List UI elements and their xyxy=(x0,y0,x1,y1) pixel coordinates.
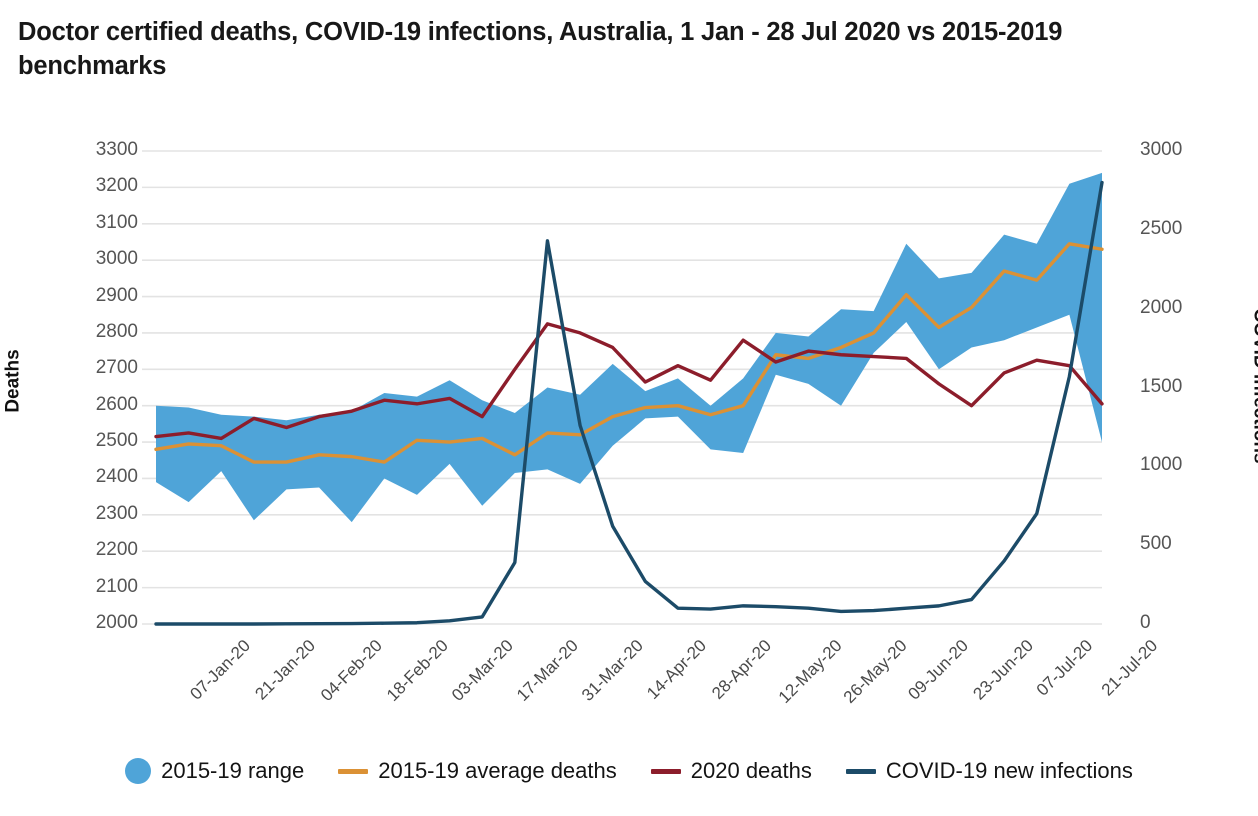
series-line xyxy=(154,322,1104,441)
y-axis-right-title: COVID infections xyxy=(1249,308,1258,464)
legend-item[interactable]: 2020 deaths xyxy=(650,758,812,784)
legend-label: 2015-19 range xyxy=(161,758,305,783)
chart-title: Doctor certified deaths, COVID-19 infect… xyxy=(18,18,1063,80)
legend-line-icon xyxy=(845,768,876,774)
y-axis-left-tick: 2500 xyxy=(95,430,138,452)
legend-line-icon xyxy=(338,768,369,774)
y-axis-left-tick: 2000 xyxy=(95,612,138,633)
y-axis-left-tick: 3100 xyxy=(95,211,138,233)
legend-item[interactable]: 2015-19 range xyxy=(125,758,304,784)
y-axis-left-tick: 2800 xyxy=(95,320,138,342)
legend-label: 2020 deaths xyxy=(690,758,812,783)
y-axis-right-tick: 3000 xyxy=(1140,139,1183,160)
legend-label: 2015-19 average deaths xyxy=(378,758,617,783)
legend-dot-icon xyxy=(125,758,152,784)
series-line xyxy=(154,242,1104,464)
y-axis-right-tick: 0 xyxy=(1140,612,1151,633)
y-axis-right-tick: 2500 xyxy=(1140,217,1183,239)
y-axis-left-tick: 2300 xyxy=(95,502,138,524)
y-axis-left-tick: 3200 xyxy=(95,175,138,197)
chart-legend: 2015-19 range 2015-19 average deaths 2020 … xyxy=(0,758,1258,784)
y-axis-left-tick: 2100 xyxy=(95,575,138,597)
y-axis-left-tick: 2600 xyxy=(95,393,138,415)
legend-line-icon xyxy=(650,768,681,774)
y-axis-left-tick: 3000 xyxy=(95,248,138,270)
legend-label: COVID-19 new infections xyxy=(885,758,1133,783)
y-axis-left-tick: 2200 xyxy=(95,539,138,561)
series-band-range xyxy=(156,172,1102,523)
y-axis-left-tick: 2700 xyxy=(95,357,138,379)
y-axis-right-tick: 1500 xyxy=(1140,375,1183,397)
legend-item[interactable]: COVID-19 new infections xyxy=(845,758,1133,784)
series-line xyxy=(154,180,1104,626)
y-axis-right-tick: 2000 xyxy=(1140,296,1183,318)
y-axis-right-tick: 500 xyxy=(1140,533,1172,555)
series-layer xyxy=(154,172,1104,626)
legend-item[interactable]: 2015-19 average deaths xyxy=(338,758,617,784)
y-axis-right-tick: 1000 xyxy=(1140,454,1183,476)
y-axis-left-tick: 2900 xyxy=(95,284,138,306)
y-axis-left-title: Deaths xyxy=(2,349,24,413)
y-axis-left-tick: 3300 xyxy=(95,139,138,160)
y-axis-left-tick: 2400 xyxy=(95,466,138,488)
